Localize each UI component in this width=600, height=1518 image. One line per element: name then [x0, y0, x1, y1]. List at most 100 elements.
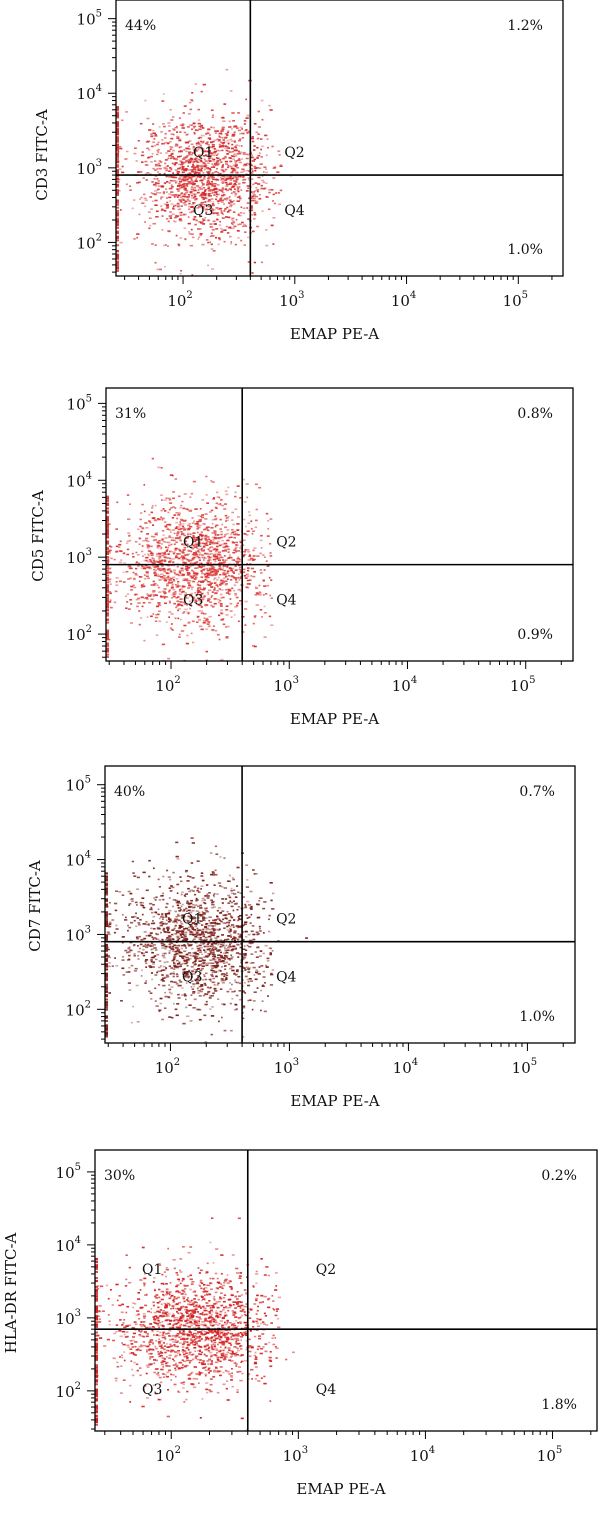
event-dot: [105, 912, 108, 915]
event-dot: [257, 183, 261, 185]
event-dot: [210, 974, 214, 976]
event-dot: [139, 171, 143, 173]
event-dot: [181, 127, 185, 129]
event-dot: [200, 549, 203, 551]
event-dot: [169, 474, 174, 476]
event-dot: [154, 244, 157, 246]
event-dot: [190, 588, 193, 591]
event-dot: [215, 149, 219, 152]
event-dot: [222, 546, 226, 549]
event-dot: [233, 577, 237, 579]
event-dot: [199, 920, 203, 922]
event-dot: [178, 574, 180, 577]
event-dot: [215, 584, 219, 586]
event-dot: [214, 188, 218, 191]
event-dot: [243, 981, 246, 984]
event-dot: [234, 153, 236, 155]
event-dot: [157, 573, 160, 576]
event-dot: [124, 949, 128, 952]
event-dot: [215, 949, 220, 951]
event-dot: [207, 942, 210, 944]
event-dot: [260, 572, 263, 574]
event-dot: [262, 907, 266, 910]
event-dot: [174, 950, 178, 953]
event-dot: [146, 943, 149, 946]
event-dot: [227, 130, 230, 132]
event-dot: [180, 944, 184, 947]
event-dot: [225, 974, 229, 977]
event-dot: [186, 533, 190, 536]
event-dot: [221, 201, 224, 203]
event-dot: [175, 143, 178, 146]
event-dot: [192, 991, 196, 993]
event-dot: [146, 553, 150, 555]
event-dot: [164, 526, 168, 529]
event-dot: [201, 534, 205, 537]
event-dot: [203, 201, 207, 203]
event-dot: [172, 588, 176, 591]
event-dot: [221, 966, 223, 968]
event-dot: [186, 573, 190, 576]
event-dot: [231, 128, 233, 130]
event-dot: [188, 584, 192, 587]
event-dot: [116, 149, 119, 152]
event-dot: [244, 129, 247, 132]
event-dot: [173, 196, 176, 198]
event-dot: [136, 182, 140, 184]
event-dot: [189, 140, 192, 142]
event-dot: [226, 921, 229, 924]
event-dot: [206, 943, 210, 946]
event-dot: [148, 149, 151, 151]
event-dot: [106, 502, 109, 505]
event-dot: [147, 577, 150, 580]
event-dot: [145, 164, 149, 166]
event-dot: [216, 950, 220, 952]
event-dot: [197, 583, 199, 586]
event-dot: [220, 212, 224, 214]
event-dot: [238, 157, 241, 160]
event-dot: [116, 172, 119, 175]
event-dot: [197, 108, 200, 111]
event-dot: [194, 963, 197, 965]
event-dot: [164, 596, 169, 598]
event-dot: [258, 152, 261, 154]
event-dot: [250, 575, 253, 577]
event-dot: [207, 555, 210, 558]
event-dot: [134, 147, 137, 149]
event-dot: [203, 150, 207, 153]
event-dot: [232, 223, 234, 226]
event-dot: [176, 573, 179, 576]
event-dot: [199, 915, 203, 918]
event-dot: [156, 566, 160, 568]
event-dot: [191, 182, 195, 184]
event-dot: [235, 546, 238, 549]
event-dot: [222, 170, 225, 172]
event-dot: [255, 519, 258, 522]
event-dot: [176, 937, 179, 939]
event-dot: [209, 205, 212, 208]
event-dot: [239, 541, 242, 544]
event-dot: [224, 978, 228, 980]
event-dot: [175, 983, 179, 985]
event-dot: [187, 887, 190, 890]
event-dot: [204, 534, 208, 537]
event-dot: [190, 994, 193, 996]
event-dot: [220, 169, 224, 171]
event-dot: [260, 156, 263, 158]
event-dot: [232, 549, 236, 552]
event-dot: [193, 985, 195, 988]
event-dot: [249, 907, 253, 909]
event-dot: [236, 866, 240, 869]
event-dot: [213, 981, 216, 984]
event-dot: [215, 524, 219, 527]
event-dot: [118, 546, 121, 548]
event-dot: [137, 950, 141, 953]
event-dot: [196, 523, 200, 526]
event-dot: [205, 572, 209, 575]
event-dot: [238, 573, 240, 575]
event-dot: [236, 939, 240, 941]
event-dot: [209, 539, 212, 542]
event-dot: [212, 926, 214, 928]
event-dot: [213, 151, 216, 153]
event-dot: [234, 990, 236, 993]
